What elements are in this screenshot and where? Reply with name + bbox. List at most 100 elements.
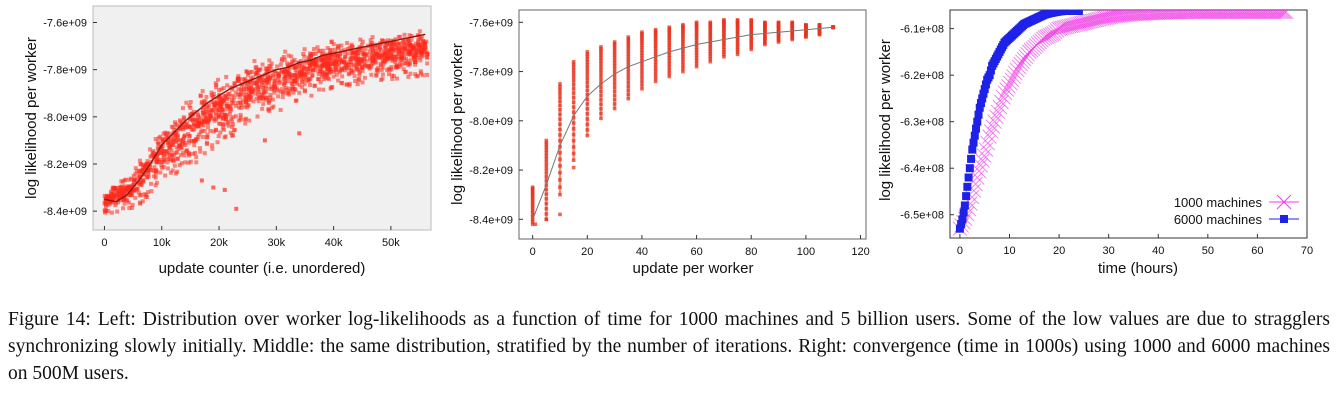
data-point	[212, 105, 217, 110]
data-point	[224, 93, 229, 98]
series-1000-marker	[1172, 10, 1188, 20]
data-point	[255, 70, 260, 75]
data-point	[393, 60, 398, 65]
data-point	[353, 78, 358, 83]
data-point	[215, 97, 220, 102]
data-point	[165, 140, 170, 145]
data-point	[179, 145, 184, 150]
data-point	[226, 119, 231, 124]
data-point	[252, 59, 257, 64]
data-point	[245, 105, 250, 110]
series-6000-marker	[986, 66, 995, 75]
data-point	[230, 87, 235, 92]
series-1000-marker	[1072, 16, 1087, 32]
data-point	[260, 106, 265, 111]
data-point	[268, 92, 273, 97]
series-1000-marker	[1199, 10, 1214, 20]
data-point	[370, 50, 375, 55]
data-point	[360, 39, 365, 44]
series-6000-marker	[959, 208, 968, 217]
data-point	[278, 62, 283, 67]
data-point	[246, 73, 251, 78]
data-point	[174, 135, 179, 140]
data-point	[347, 71, 352, 76]
series-1000-marker	[1242, 10, 1258, 20]
data-point	[121, 206, 126, 211]
data-point	[321, 87, 326, 92]
data-point	[256, 99, 261, 104]
data-point	[183, 160, 188, 165]
data-point	[292, 72, 297, 77]
data-point	[140, 163, 145, 168]
data-point	[237, 105, 242, 110]
series-1000-marker	[1060, 19, 1075, 34]
data-point	[336, 64, 341, 69]
data-point	[357, 61, 362, 66]
data-point	[214, 101, 219, 106]
data-point	[137, 168, 142, 173]
series-1000-marker	[1169, 10, 1185, 20]
data-point	[231, 122, 236, 127]
data-point	[239, 103, 244, 108]
data-point	[356, 77, 361, 82]
data-point	[138, 158, 143, 163]
data-point	[257, 67, 262, 72]
data-point	[286, 90, 291, 95]
data-point	[153, 183, 158, 188]
series-1000-marker	[1263, 10, 1278, 20]
data-point	[165, 138, 170, 143]
x-axis-label: update per worker	[633, 260, 754, 277]
plot-area	[518, 9, 867, 240]
data-point	[179, 161, 184, 166]
x-tick-label: 60	[690, 246, 702, 258]
series-1000-marker	[1065, 18, 1081, 33]
series-1000-marker	[1249, 10, 1264, 20]
data-point	[321, 60, 326, 65]
x-tick-label: 40	[1152, 245, 1164, 257]
data-point	[209, 108, 214, 113]
data-point	[181, 138, 186, 143]
data-point	[227, 112, 232, 117]
data-point	[177, 163, 182, 168]
data-point	[198, 149, 203, 154]
data-point	[425, 55, 430, 60]
data-point	[343, 54, 348, 59]
data-point	[278, 89, 283, 94]
data-point	[283, 78, 288, 83]
data-point	[291, 90, 296, 95]
series-1000-marker	[1223, 10, 1238, 20]
x-tick-label: 0	[957, 245, 963, 257]
data-point	[385, 67, 390, 72]
data-point	[217, 96, 222, 101]
series-1000-marker	[1237, 10, 1252, 20]
data-point	[299, 70, 304, 75]
data-point	[111, 185, 116, 190]
data-point	[116, 190, 121, 195]
data-point	[183, 143, 188, 148]
data-point	[171, 136, 176, 141]
data-point	[282, 57, 287, 62]
series-1000-marker	[1254, 10, 1270, 20]
data-point	[533, 222, 538, 227]
data-point	[368, 38, 373, 43]
series-1000-marker	[1207, 10, 1223, 20]
data-point	[317, 87, 322, 92]
data-point	[359, 42, 364, 47]
series-1000-marker	[1183, 10, 1199, 20]
data-point	[201, 123, 206, 128]
data-point	[395, 76, 400, 81]
series-1000-marker	[1258, 10, 1273, 20]
data-point	[154, 168, 159, 173]
data-point	[325, 46, 330, 51]
data-point	[333, 63, 338, 68]
data-point	[255, 84, 260, 89]
data-point	[109, 210, 114, 215]
series-1000-marker	[1063, 18, 1079, 34]
data-point	[257, 76, 262, 81]
data-point	[136, 190, 141, 195]
data-point	[184, 148, 189, 153]
data-point	[180, 125, 185, 130]
data-point	[209, 93, 214, 98]
data-point	[288, 75, 293, 80]
series-1000-marker	[1087, 12, 1103, 28]
